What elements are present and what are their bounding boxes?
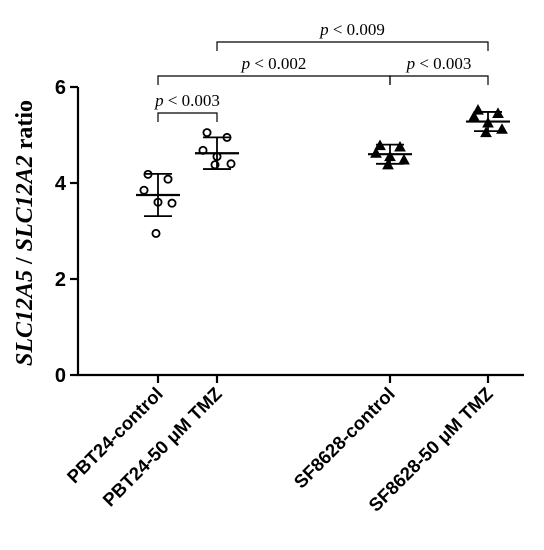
axes: 0 2 4 6 — [55, 77, 524, 387]
data-point-3-1 — [492, 107, 504, 118]
significance-bracket-0 — [157, 112, 218, 122]
data-point-0-4 — [167, 198, 177, 208]
data-points — [139, 104, 508, 238]
y-tick-label-2: 2 — [55, 269, 66, 291]
y-axis-label-gene1: SLC12A5 — [12, 270, 38, 366]
data-point-1-0 — [202, 128, 212, 138]
significance-bracket-3 — [216, 41, 489, 51]
significance-label-p-2: p — [406, 54, 416, 73]
y-tick-label-4: 4 — [55, 173, 67, 195]
significance-label-value-0: < 0.003 — [164, 91, 220, 110]
significance-label-1: p < 0.002 — [241, 54, 307, 73]
data-point-1-4 — [226, 159, 236, 169]
significance-label-value-2: < 0.003 — [415, 54, 471, 73]
significance-label-2: p < 0.003 — [406, 54, 472, 73]
error-bars — [136, 111, 510, 218]
x-category-label-2: SF8628-control — [289, 383, 398, 492]
data-point-0-1 — [163, 174, 173, 184]
significance-label-p-1: p — [241, 54, 251, 73]
data-point-3-5 — [480, 126, 492, 138]
significance-label-p-3: p — [319, 20, 329, 39]
significance-label-3: p < 0.009 — [319, 20, 385, 39]
y-tick-label-6: 6 — [55, 77, 66, 99]
y-axis-label-gene2: SLC12A2 — [12, 155, 38, 251]
significance-label-value-1: < 0.002 — [250, 54, 306, 73]
data-point-2-4 — [398, 153, 410, 165]
significance-label-p-0: p — [154, 91, 164, 110]
y-tick-label-0: 0 — [55, 365, 66, 387]
significance-bracket-2 — [389, 75, 489, 85]
y-axis-label: SLC12A5 / SLC12A2 ratio — [12, 100, 38, 366]
significance-label-value-3: < 0.009 — [329, 20, 385, 39]
significance-label-0: p < 0.003 — [154, 91, 220, 110]
data-point-0-2 — [139, 185, 149, 195]
y-axis-label-separator: / — [12, 251, 38, 270]
data-point-2-1 — [394, 140, 406, 152]
significance-bracket-1 — [157, 75, 391, 85]
y-axis-label-suffix: ratio — [12, 100, 38, 155]
data-point-0-5 — [151, 228, 161, 238]
